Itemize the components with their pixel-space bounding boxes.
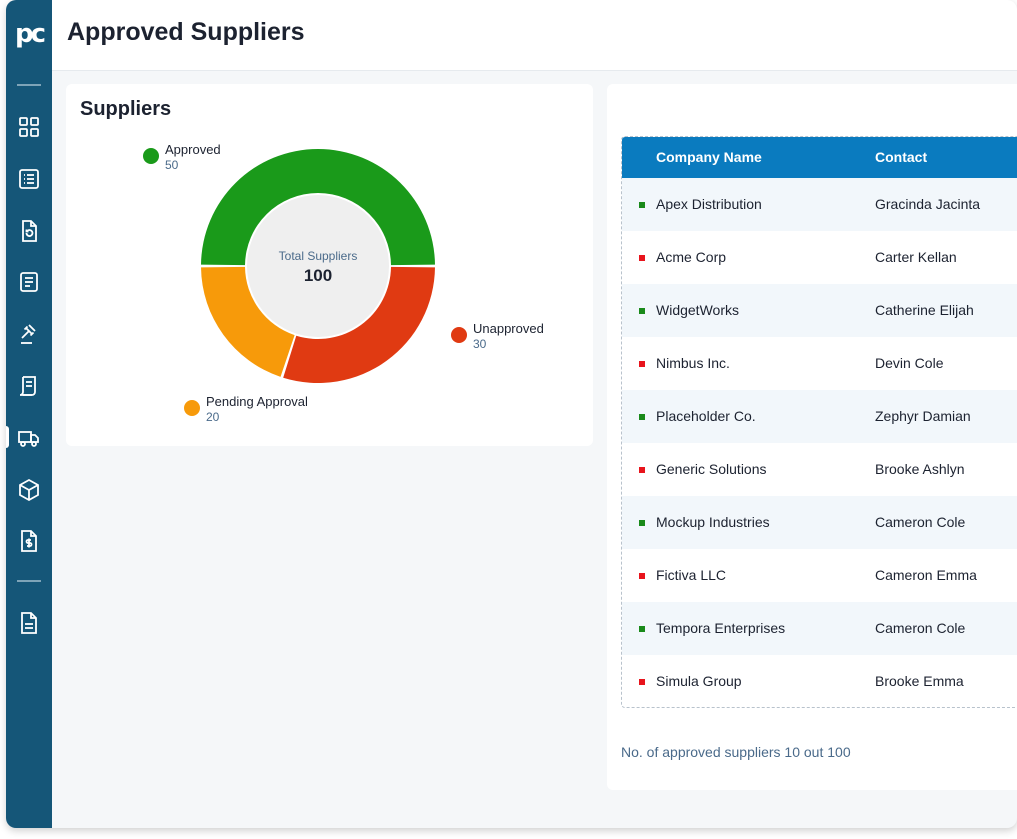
- contact-cell: Devin Cole: [875, 355, 944, 371]
- legend-dot-pending: [184, 400, 200, 416]
- sidebar: pc: [6, 0, 52, 828]
- legend-value-approved: 50: [165, 158, 179, 172]
- table-row[interactable]: Generic Solutions Brooke Ashlyn: [622, 443, 1017, 496]
- company-name-cell: Fictiva LLC: [656, 567, 727, 583]
- company-name-cell: Tempora Enterprises: [656, 620, 786, 636]
- donut-slice-pending[interactable]: [201, 266, 295, 377]
- contact-cell: Cameron Cole: [875, 514, 966, 530]
- status-indicator: [639, 361, 645, 367]
- status-indicator: [639, 414, 645, 420]
- table-row[interactable]: WidgetWorks Catherine Elijah: [622, 284, 1017, 337]
- suppliers-donut-chart: [201, 148, 435, 384]
- column-header-contact[interactable]: Contact: [875, 149, 928, 165]
- dashboard-grid-icon[interactable]: [17, 115, 41, 139]
- table-row[interactable]: Acme Corp Carter Kellan: [622, 231, 1017, 284]
- contact-cell: Brooke Emma: [875, 673, 964, 689]
- contact-cell: Brooke Ashlyn: [875, 461, 965, 477]
- donut-center: [247, 195, 389, 337]
- legend-label-unapproved: Unapproved: [473, 321, 544, 336]
- gavel-icon[interactable]: [17, 322, 41, 346]
- legend-label-pending: Pending Approval: [206, 394, 308, 409]
- total-suppliers-label: Total Suppliers: [278, 249, 358, 263]
- list-icon[interactable]: [17, 167, 41, 191]
- table-row[interactable]: Tempora Enterprises Cameron Cole: [622, 602, 1017, 655]
- status-indicator: [639, 255, 645, 261]
- card-title: Suppliers: [80, 98, 172, 120]
- suppliers-table: Company Name Contact Apex Distribution Gr…: [621, 136, 1017, 708]
- contact-cell: Zephyr Damian: [875, 408, 971, 424]
- donut-slice-unapproved[interactable]: [283, 266, 435, 384]
- contact-cell: Cameron Cole: [875, 620, 966, 636]
- company-name-cell: Nimbus Inc.: [656, 355, 730, 371]
- status-indicator: [639, 626, 645, 632]
- table-header: Company Name Contact: [622, 137, 1017, 178]
- suppliers-table-card: Company Name Contact Apex Distribution Gr…: [607, 84, 1017, 790]
- table-row[interactable]: Mockup Industries Cameron Cole: [622, 496, 1017, 549]
- company-name-cell: Apex Distribution: [656, 196, 762, 212]
- document-icon[interactable]: [17, 611, 41, 635]
- truck-icon[interactable]: [17, 426, 41, 450]
- status-indicator: [639, 573, 645, 579]
- status-indicator: [639, 308, 645, 314]
- document-lines-icon[interactable]: [17, 270, 41, 294]
- total-suppliers-value: 100: [303, 266, 333, 285]
- legend-dot-approved: [143, 148, 159, 164]
- table-row[interactable]: Nimbus Inc. Devin Cole: [622, 337, 1017, 390]
- table-row[interactable]: Simula Group Brooke Emma: [622, 655, 1017, 707]
- table-row[interactable]: Apex Distribution Gracinda Jacinta: [622, 178, 1017, 231]
- active-indicator: [6, 426, 9, 448]
- table-row[interactable]: Fictiva LLC Cameron Emma: [622, 549, 1017, 602]
- legend-label-approved: Approved: [165, 142, 221, 157]
- legend-value-unapproved: 30: [473, 337, 487, 351]
- sidebar-divider: [17, 84, 41, 86]
- document-refresh-icon[interactable]: [17, 219, 41, 243]
- status-indicator: [639, 679, 645, 685]
- company-name-cell: Generic Solutions: [656, 461, 767, 477]
- company-name-cell: Mockup Industries: [656, 514, 770, 530]
- company-name-cell: Placeholder Co.: [656, 408, 756, 424]
- column-header-company[interactable]: Company Name: [656, 149, 762, 165]
- company-name-cell: Simula Group: [656, 673, 742, 689]
- company-name-cell: Acme Corp: [656, 249, 727, 265]
- table-row[interactable]: Placeholder Co. Zephyr Damian: [622, 390, 1017, 443]
- contact-cell: Cameron Emma: [875, 567, 977, 583]
- status-indicator: [639, 520, 645, 526]
- logo: pc: [14, 19, 46, 49]
- contact-cell: Gracinda Jacinta: [875, 196, 981, 212]
- contact-cell: Catherine Elijah: [875, 302, 974, 318]
- top-bar: Approved Suppliers: [52, 0, 1017, 71]
- status-indicator: [639, 202, 645, 208]
- box-icon[interactable]: [17, 478, 41, 502]
- page-title: Approved Suppliers: [67, 18, 305, 46]
- document-dollar-icon[interactable]: [17, 529, 41, 553]
- sidebar-divider: [17, 580, 41, 582]
- suppliers-chart-card: Suppliers Total Suppliers 100 Approved 5…: [66, 84, 593, 446]
- receipt-icon[interactable]: [17, 374, 41, 398]
- contact-cell: Carter Kellan: [875, 249, 957, 265]
- approved-count-note: No. of approved suppliers 10 out 100: [621, 744, 851, 760]
- legend-dot-unapproved: [451, 327, 467, 343]
- app-window: pc: [6, 0, 1017, 828]
- legend-value-pending: 20: [206, 410, 220, 424]
- company-name-cell: WidgetWorks: [656, 302, 739, 318]
- status-indicator: [639, 467, 645, 473]
- donut-slice-approved[interactable]: [201, 148, 435, 266]
